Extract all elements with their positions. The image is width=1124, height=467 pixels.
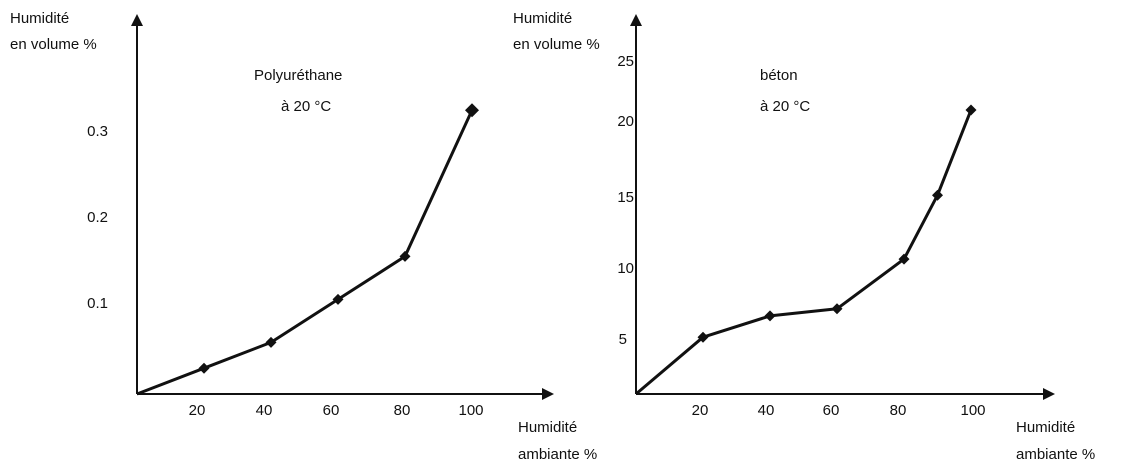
y-tick-label: 15 [617, 189, 634, 206]
y-tick-label: 25 [617, 53, 634, 70]
x-axis-label-line2: ambiante % [518, 446, 597, 463]
series-marks [635, 104, 977, 396]
chart-subtitle: à 20 °C [281, 98, 331, 115]
data-point [465, 103, 479, 118]
chart-beton: Humidité en volume % béton à 20 °C Humid… [513, 10, 1095, 463]
x-axis-label-line1: Humidité [518, 419, 577, 436]
data-point [898, 253, 910, 265]
x-tick-label: 20 [692, 402, 709, 419]
y-axis-label-line1: Humidité [10, 10, 69, 27]
series-line [136, 109, 474, 396]
y-tick-label: 5 [619, 331, 627, 348]
data-point [697, 331, 709, 343]
series-marks [136, 103, 479, 396]
x-tick-label: 20 [189, 402, 206, 419]
data-point [265, 336, 277, 348]
y-axis-label-line2: en volume % [513, 36, 600, 53]
y-axis-label-line1: Humidité [513, 10, 572, 27]
chart-title: béton [760, 67, 798, 84]
y-axis-label-line2: en volume % [10, 36, 97, 53]
data-point [764, 310, 776, 322]
x-tick-label: 80 [394, 402, 411, 419]
x-tick-label: 100 [458, 402, 483, 419]
data-point [332, 293, 344, 305]
x-tick-label: 40 [758, 402, 775, 419]
x-tick-label: 60 [323, 402, 340, 419]
series-line [635, 109, 973, 396]
chart-polyurethane: Humidité en volume % Polyuréthane à 20 °… [10, 10, 597, 463]
x-tick-label: 40 [256, 402, 273, 419]
y-tick-label: 0.1 [87, 295, 108, 312]
y-tick-label: 20 [617, 113, 634, 130]
chart-title: Polyuréthane [254, 67, 342, 84]
x-axis-label-line1: Humidité [1016, 419, 1075, 436]
data-point [198, 362, 210, 374]
chart-subtitle: à 20 °C [760, 98, 810, 115]
x-tick-label: 100 [960, 402, 985, 419]
data-point [399, 250, 411, 262]
data-point [831, 303, 843, 315]
y-tick-label: 0.2 [87, 209, 108, 226]
x-axis-arrow [1043, 388, 1055, 400]
x-axis-arrow [542, 388, 554, 400]
data-point [932, 189, 943, 201]
y-tick-label: 0.3 [87, 123, 108, 140]
data-point [965, 104, 977, 116]
x-tick-label: 60 [823, 402, 840, 419]
y-tick-label: 10 [617, 260, 634, 277]
x-tick-label: 80 [890, 402, 907, 419]
x-axis-label-line2: ambiante % [1016, 446, 1095, 463]
y-axis-arrow [131, 14, 143, 26]
y-axis-arrow [630, 14, 642, 26]
